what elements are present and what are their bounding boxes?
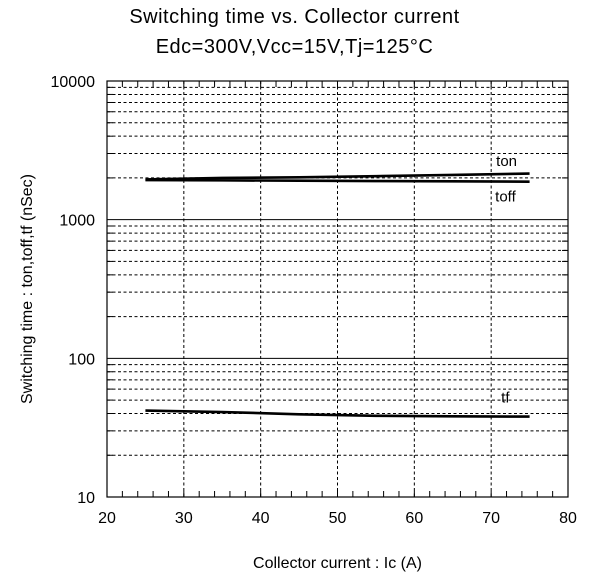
x-tick-label: 70 <box>482 510 500 527</box>
x-tick-label: 30 <box>175 510 193 527</box>
series-line-ton <box>145 172 530 181</box>
series-label-toff: toff <box>495 188 516 205</box>
y-axis-label: Switching time : ton,toff,tf (nSec) <box>19 174 36 404</box>
x-tick-label: 20 <box>98 510 116 527</box>
series-label-tf: tf <box>501 390 510 407</box>
x-axis-label: Collector current : Ic (A) <box>253 555 422 572</box>
tick-labels: 20 30 40 50 60 70 80 10 100 1000 10000 Collector cu… <box>19 74 577 572</box>
y-tick-label: 10000 <box>51 74 96 91</box>
x-tick-label: 60 <box>405 510 423 527</box>
plot-frame <box>106 80 569 498</box>
tick-marks <box>106 81 569 497</box>
series-line-toff <box>145 178 530 183</box>
x-tick-label: 40 <box>252 510 270 527</box>
chart-subtitle: Edc=300V,Vcc=15V,Tj=125°C <box>155 36 434 58</box>
y-tick-label: 10 <box>77 490 95 507</box>
chart-title: Switching time vs. Collector current <box>129 6 460 28</box>
y-tick-label: 100 <box>68 351 95 368</box>
x-tick-label: 50 <box>329 510 347 527</box>
y-tick-label: 1000 <box>59 213 95 230</box>
series-label-ton: ton <box>496 153 517 170</box>
series-lines <box>145 172 530 418</box>
grid <box>107 81 568 497</box>
x-tick-label: 80 <box>559 510 577 527</box>
series-line-tf <box>145 409 530 418</box>
